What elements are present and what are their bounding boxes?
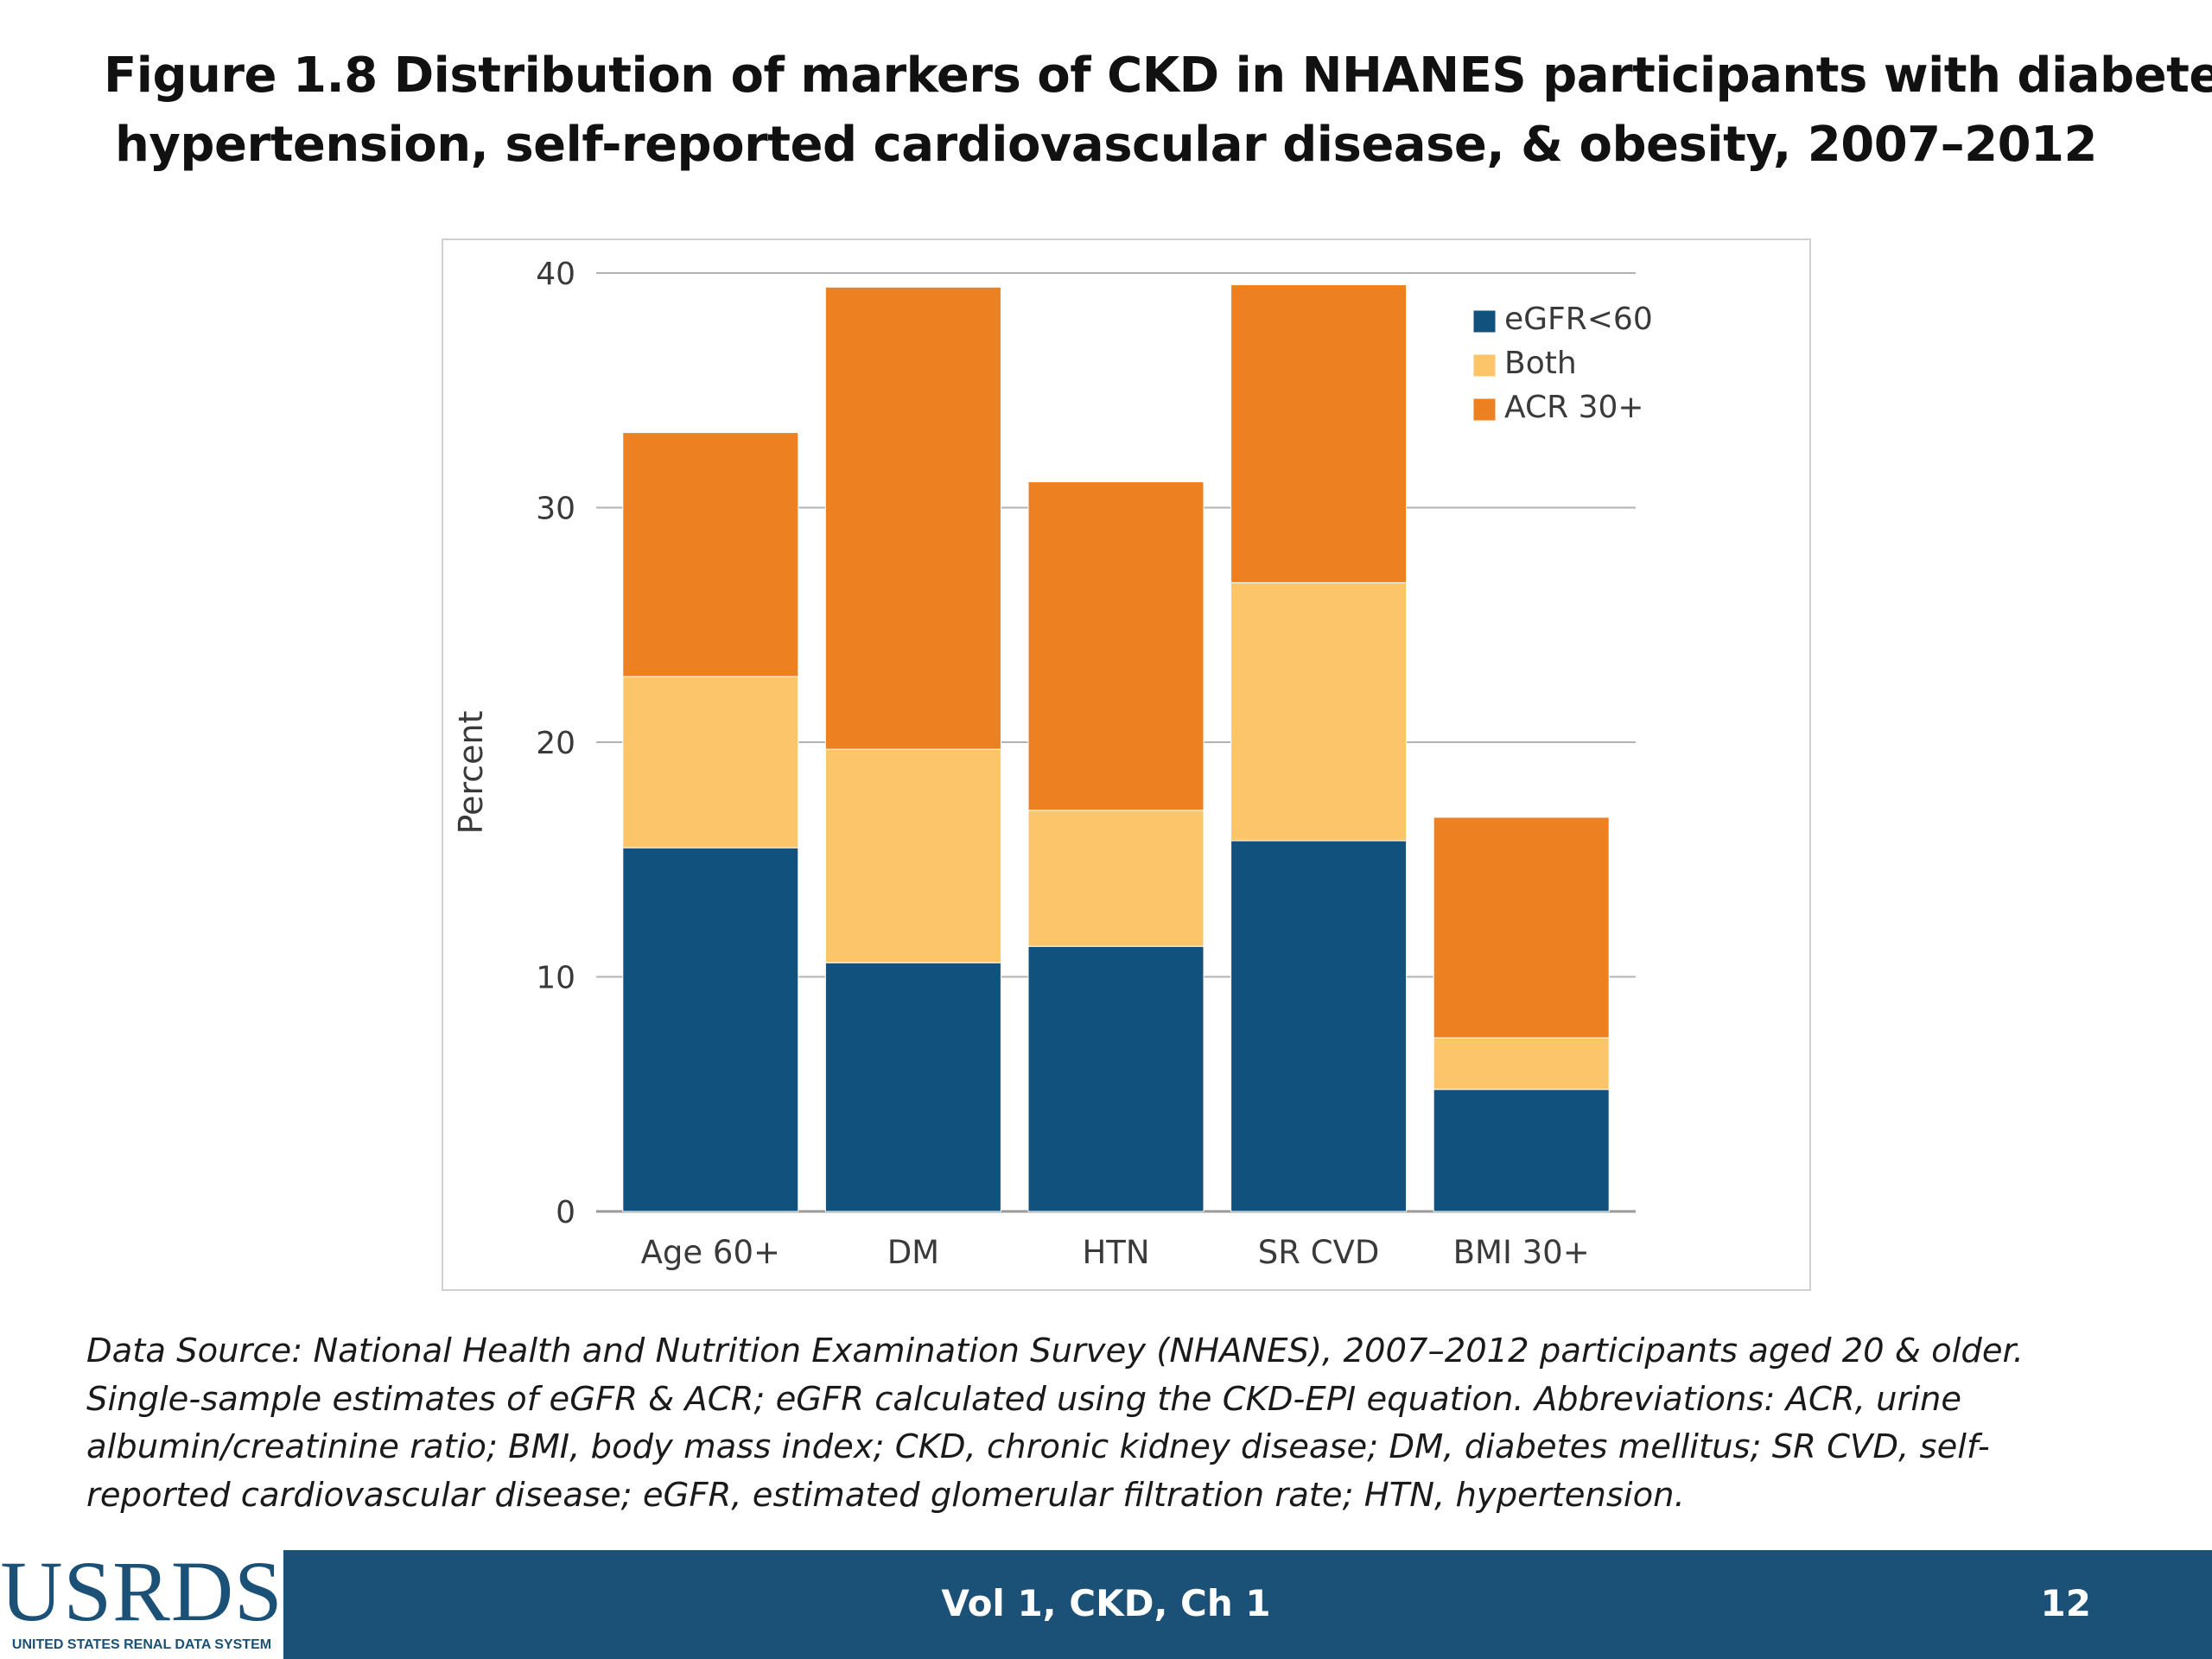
x-category-label: HTN (1082, 1234, 1149, 1271)
bar-bmi-30--both (1433, 1037, 1610, 1090)
data-source-caption: Data Source: National Health and Nutriti… (86, 1332, 2024, 1515)
chart-frame: 0 10 20 30 40 Age 60+ DM HTN SR CVD BMI 30+ Perc… (442, 238, 1811, 1291)
usrds-logo-text: USRDS (0, 1543, 283, 1639)
stacked-bar-chart: 0 10 20 30 40 Age 60+ DM HTN SR CVD BMI 30+ Perc… (452, 257, 1653, 1271)
usrds-logo-subtext: UNITED STATES RENAL DATA SYSTEM (11, 1637, 272, 1652)
usrds-logo: USRDS UNITED STATES RENAL DATA SYSTEM (0, 1545, 283, 1659)
bar-dm-acr-30- (824, 286, 1001, 750)
bar-bmi-30--egfr-60 (1433, 1089, 1610, 1212)
bar-sr-cvd-both (1230, 582, 1408, 842)
bar-bmi-30--acr-30- (1433, 817, 1610, 1039)
legend-label: eGFR<60 (1504, 302, 1653, 337)
x-category-labels: Age 60+ DM HTN SR CVD BMI 30+ (641, 1234, 1590, 1271)
footer-bar (0, 1550, 2212, 1659)
legend-swatch-acr-30- (1472, 397, 1497, 422)
slide-title-line-1: Figure 1.8 Distribution of markers of CK… (104, 48, 2212, 104)
bar-age-60--egfr-60 (622, 847, 799, 1212)
y-tick-label-10: 10 (536, 961, 575, 996)
x-category-label: SR CVD (1258, 1234, 1380, 1271)
y-tick-label-20: 20 (536, 726, 575, 761)
legend: eGFR<60 Both ACR 30+ (1472, 302, 1653, 425)
x-category-label: BMI 30+ (1453, 1234, 1590, 1271)
x-category-label: DM (887, 1234, 939, 1271)
bars (622, 284, 1610, 1212)
slide-title-line-2: hypertension, self-reported cardiovascul… (115, 117, 2097, 173)
page-number: 12 (2040, 1582, 2091, 1624)
y-tick-label-40: 40 (536, 257, 575, 292)
bar-dm-egfr-60 (824, 962, 1001, 1212)
x-category-label: Age 60+ (641, 1234, 780, 1271)
footer-section-label: Vol 1, CKD, Ch 1 (941, 1582, 1271, 1624)
bar-sr-cvd-egfr-60 (1230, 840, 1408, 1212)
bar-dm-both (824, 748, 1001, 963)
y-tick-labels: 0 10 20 30 40 (536, 257, 575, 1230)
bar-htn-both (1027, 810, 1205, 947)
y-axis-title: Percent (452, 711, 490, 835)
legend-swatch-egfr-60 (1472, 309, 1497, 334)
slide-title: Figure 1.8 Distribution of markers of CK… (104, 41, 2212, 180)
legend-label: ACR 30+ (1504, 390, 1644, 425)
y-tick-label-30: 30 (536, 492, 575, 527)
bar-htn-egfr-60 (1027, 945, 1205, 1212)
bar-age-60--acr-30- (622, 432, 799, 677)
bar-age-60--both (622, 676, 799, 849)
bar-htn-acr-30- (1027, 481, 1205, 811)
legend-label: Both (1504, 346, 1577, 381)
bar-sr-cvd-acr-30- (1230, 284, 1408, 583)
y-tick-label-0: 0 (556, 1195, 575, 1230)
legend-swatch-both (1472, 353, 1497, 378)
